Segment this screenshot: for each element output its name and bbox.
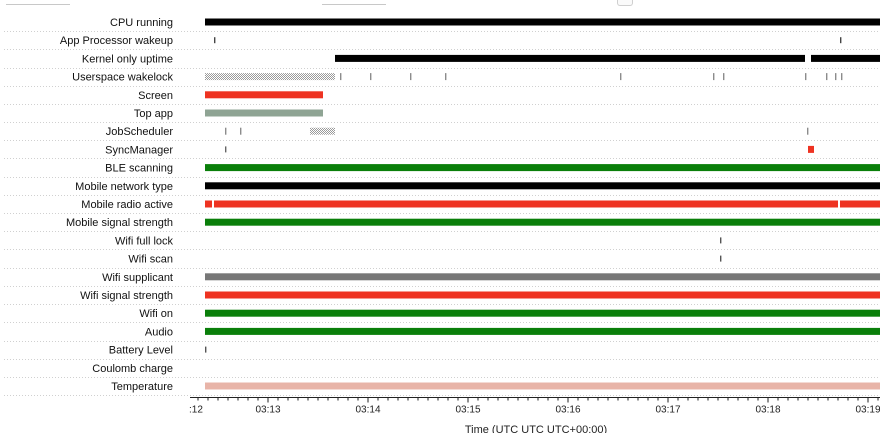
toolbar-edge-middle <box>322 4 386 5</box>
interval-bar <box>214 37 216 44</box>
x-tick-label: 03:18 <box>755 405 780 416</box>
interval-bar <box>335 54 805 62</box>
interval-bar <box>205 309 880 317</box>
interval-bar <box>811 54 880 62</box>
interval-bar <box>225 127 227 135</box>
interval-bar <box>225 146 227 153</box>
interval-bar <box>840 37 842 44</box>
row-label: Coulomb charge <box>92 363 173 375</box>
interval-bar <box>841 73 843 81</box>
top-toolbar-edge <box>0 0 880 12</box>
row-wifi-full-lock: Wifi full lock <box>4 235 880 250</box>
row-label: App Processor wakeup <box>60 35 173 47</box>
row-screen: Screen <box>4 90 880 105</box>
interval-bar <box>205 346 207 353</box>
interval-bar <box>214 200 838 208</box>
row-syncmanager: SyncManager <box>4 144 880 159</box>
row-userspace-wakelock: Userspace wakelock <box>4 72 880 87</box>
interval-bar <box>205 273 880 281</box>
x-axis: :12 03:13 03:14 03:15 03:16 03:17 03:18 03:19 <box>189 397 880 416</box>
row-wifi-signal-strength: Wifi signal strength <box>4 290 880 305</box>
interval-bar <box>205 91 323 99</box>
interval-bar <box>808 145 814 153</box>
row-mobile-radio-active: Mobile radio active <box>4 199 880 214</box>
row-label: Wifi supplicant <box>102 272 173 284</box>
x-tick-label: 03:19 <box>855 405 880 416</box>
interval-bar <box>620 73 622 81</box>
interval-bar <box>840 200 880 208</box>
row-wifi-on: Wifi on <box>4 308 880 323</box>
interval-bar <box>240 127 242 135</box>
interval-bar <box>205 182 880 190</box>
row-top-app: Top app <box>4 108 880 123</box>
row-coulomb-charge: Coulomb charge <box>4 363 880 378</box>
interval-bar <box>205 73 335 81</box>
row-label: Kernel only uptime <box>82 53 173 65</box>
row-mobile-signal-strength: Mobile signal strength <box>4 217 880 232</box>
x-tick-label: 03:13 <box>255 405 280 416</box>
row-kernel-only-uptime: Kernel only uptime <box>4 53 880 69</box>
row-label: Wifi full lock <box>115 235 174 247</box>
interval-bar <box>720 255 722 262</box>
row-label: Mobile network type <box>75 181 173 193</box>
row-label: Userspace wakelock <box>72 72 173 84</box>
row-wifi-supplicant: Wifi supplicant <box>4 272 880 287</box>
row-label: Temperature <box>111 381 173 393</box>
row-label: Mobile signal strength <box>66 217 173 229</box>
row-audio: Audio <box>4 326 880 342</box>
interval-bar <box>205 291 880 299</box>
x-axis-title: Time (UTC UTC UTC+00:00) <box>465 424 607 433</box>
interval-bar <box>723 73 725 81</box>
toolbar-control-button[interactable] <box>617 0 633 6</box>
row-label: Mobile radio active <box>81 199 173 211</box>
row-label: CPU running <box>110 17 173 29</box>
row-label: Wifi on <box>139 308 173 320</box>
row-label: Wifi scan <box>128 254 173 266</box>
row-label: Top app <box>134 108 173 120</box>
interval-bar <box>340 73 342 81</box>
interval-bar <box>205 109 323 117</box>
interval-bar <box>826 73 828 81</box>
row-label: Screen <box>138 90 173 102</box>
row-battery-level: Battery Level <box>4 345 880 360</box>
interval-bar <box>370 73 372 81</box>
x-tick-label: 03:17 <box>655 405 680 416</box>
interval-bar <box>205 382 880 390</box>
interval-bar <box>807 127 809 135</box>
x-tick-label: 03:16 <box>555 405 580 416</box>
row-jobscheduler: JobScheduler <box>4 126 880 141</box>
toolbar-edge-left <box>6 4 70 5</box>
interval-bar <box>720 237 722 244</box>
x-tick-label: 03:15 <box>455 405 480 416</box>
timeline-rows: CPU running App Processor wakeup Kernel on… <box>4 17 880 396</box>
interval-bar <box>205 200 212 208</box>
interval-bar <box>205 327 880 335</box>
interval-bar <box>713 73 715 81</box>
row-app-processor-wakeup: App Processor wakeup <box>4 35 880 50</box>
row-label: Battery Level <box>109 345 173 357</box>
row-label: Wifi signal strength <box>80 290 173 302</box>
interval-bar <box>205 18 880 26</box>
x-tick-label: :12 <box>189 405 203 416</box>
row-mobile-network-type: Mobile network type <box>4 181 880 196</box>
row-label: SyncManager <box>105 144 173 156</box>
row-wifi-scan: Wifi scan <box>4 254 880 269</box>
interval-bar <box>205 164 880 172</box>
row-ble-scanning: BLE scanning <box>4 163 880 178</box>
interval-bar <box>205 218 880 226</box>
row-temperature: Temperature <box>4 381 880 396</box>
interval-bar <box>805 73 807 81</box>
row-cpu-running: CPU running <box>4 17 880 32</box>
row-label: Audio <box>145 326 173 338</box>
interval-bar <box>310 127 335 135</box>
interval-bar <box>410 73 412 81</box>
interval-bar <box>445 73 447 81</box>
x-tick-label: 03:14 <box>355 405 380 416</box>
row-label: BLE scanning <box>105 163 173 175</box>
row-label: JobScheduler <box>106 126 174 138</box>
interval-bar <box>835 73 837 81</box>
